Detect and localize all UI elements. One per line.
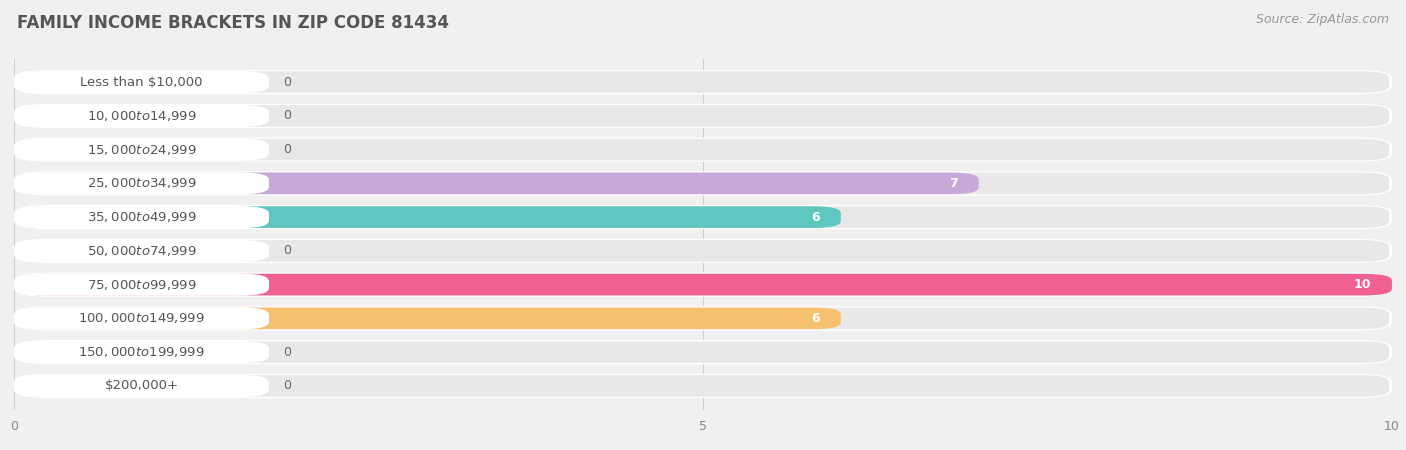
FancyBboxPatch shape xyxy=(17,139,1389,160)
FancyBboxPatch shape xyxy=(14,240,269,262)
FancyBboxPatch shape xyxy=(17,206,841,228)
Text: 0: 0 xyxy=(283,346,291,359)
FancyBboxPatch shape xyxy=(17,375,1389,397)
FancyBboxPatch shape xyxy=(14,375,269,397)
FancyBboxPatch shape xyxy=(14,274,269,296)
Text: $200,000+: $200,000+ xyxy=(104,379,179,392)
Text: $150,000 to $199,999: $150,000 to $199,999 xyxy=(79,345,205,359)
FancyBboxPatch shape xyxy=(17,308,841,329)
FancyBboxPatch shape xyxy=(14,137,1392,162)
Text: $100,000 to $149,999: $100,000 to $149,999 xyxy=(79,311,205,325)
Text: Source: ZipAtlas.com: Source: ZipAtlas.com xyxy=(1256,14,1389,27)
FancyBboxPatch shape xyxy=(14,206,269,228)
FancyBboxPatch shape xyxy=(14,306,1392,330)
FancyBboxPatch shape xyxy=(14,340,1392,364)
FancyBboxPatch shape xyxy=(14,238,1392,263)
Text: $35,000 to $49,999: $35,000 to $49,999 xyxy=(87,210,197,224)
Text: $10,000 to $14,999: $10,000 to $14,999 xyxy=(87,109,197,123)
FancyBboxPatch shape xyxy=(17,206,1389,228)
FancyBboxPatch shape xyxy=(17,172,1389,194)
Text: Less than $10,000: Less than $10,000 xyxy=(80,76,202,89)
FancyBboxPatch shape xyxy=(14,341,269,363)
Text: 7: 7 xyxy=(949,177,957,190)
Text: 0: 0 xyxy=(283,143,291,156)
Text: $15,000 to $24,999: $15,000 to $24,999 xyxy=(87,143,197,157)
Text: 10: 10 xyxy=(1354,278,1371,291)
Text: 0: 0 xyxy=(283,244,291,257)
FancyBboxPatch shape xyxy=(14,374,1392,398)
FancyBboxPatch shape xyxy=(14,272,1392,297)
FancyBboxPatch shape xyxy=(14,171,1392,195)
Text: 0: 0 xyxy=(283,379,291,392)
FancyBboxPatch shape xyxy=(17,172,979,194)
FancyBboxPatch shape xyxy=(14,139,269,161)
FancyBboxPatch shape xyxy=(14,70,1392,94)
FancyBboxPatch shape xyxy=(14,104,1392,128)
Text: $75,000 to $99,999: $75,000 to $99,999 xyxy=(87,278,197,292)
Text: 6: 6 xyxy=(811,211,820,224)
FancyBboxPatch shape xyxy=(14,105,269,127)
FancyBboxPatch shape xyxy=(17,105,1389,126)
FancyBboxPatch shape xyxy=(14,71,269,93)
FancyBboxPatch shape xyxy=(17,342,1389,363)
Text: 6: 6 xyxy=(811,312,820,325)
FancyBboxPatch shape xyxy=(17,240,1389,261)
Text: $50,000 to $74,999: $50,000 to $74,999 xyxy=(87,244,197,258)
FancyBboxPatch shape xyxy=(17,308,1389,329)
FancyBboxPatch shape xyxy=(14,205,1392,229)
Text: $25,000 to $34,999: $25,000 to $34,999 xyxy=(87,176,197,190)
Text: FAMILY INCOME BRACKETS IN ZIP CODE 81434: FAMILY INCOME BRACKETS IN ZIP CODE 81434 xyxy=(17,14,449,32)
FancyBboxPatch shape xyxy=(17,71,1389,93)
FancyBboxPatch shape xyxy=(17,274,1389,295)
Text: 0: 0 xyxy=(283,109,291,122)
FancyBboxPatch shape xyxy=(14,172,269,194)
FancyBboxPatch shape xyxy=(14,307,269,329)
FancyBboxPatch shape xyxy=(17,274,1392,295)
Text: 0: 0 xyxy=(283,76,291,89)
